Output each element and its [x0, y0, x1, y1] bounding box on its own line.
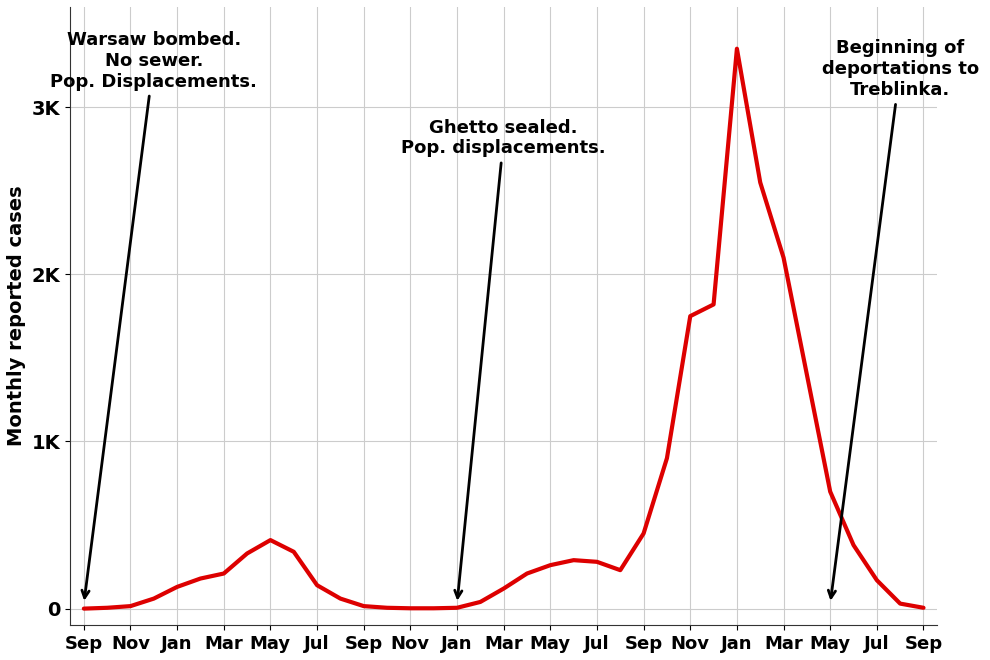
Text: Ghetto sealed.
Pop. displacements.: Ghetto sealed. Pop. displacements.	[401, 119, 606, 598]
Text: Warsaw bombed.
No sewer.
Pop. Displacements.: Warsaw bombed. No sewer. Pop. Displaceme…	[50, 31, 257, 598]
Text: Beginning of
deportations to
Treblinka.: Beginning of deportations to Treblinka.	[822, 39, 979, 598]
Y-axis label: Monthly reported cases: Monthly reported cases	[7, 186, 26, 446]
